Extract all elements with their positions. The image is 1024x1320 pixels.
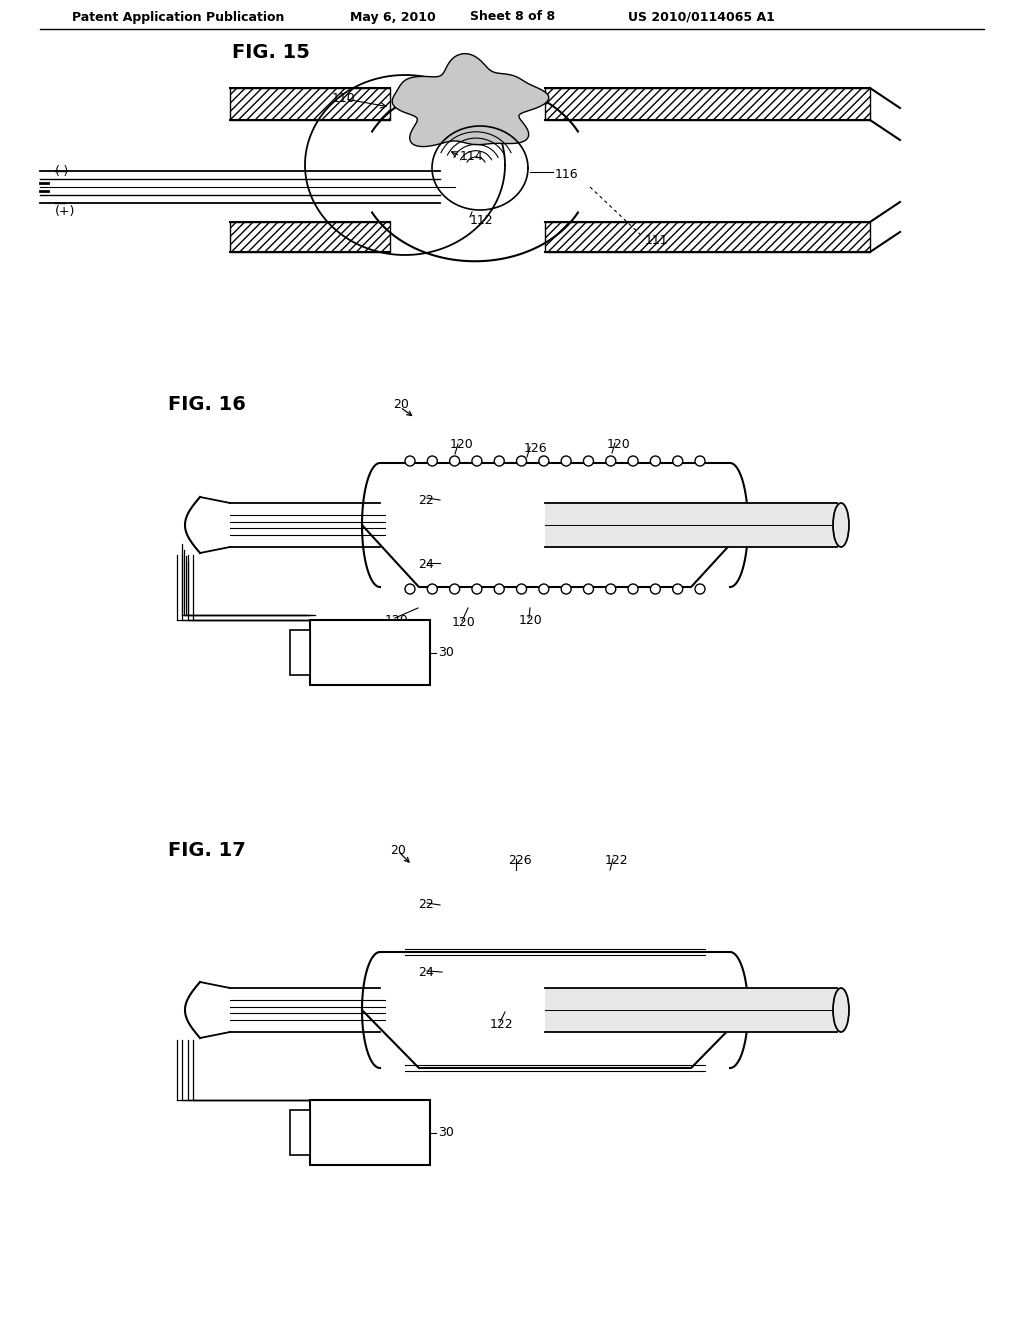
Text: 126: 126 [524,441,548,454]
Text: 226: 226 [508,854,531,866]
Circle shape [673,583,683,594]
Circle shape [539,455,549,466]
Text: 112: 112 [470,214,494,227]
Circle shape [427,455,437,466]
Text: FIG. 15: FIG. 15 [232,42,310,62]
Text: 20: 20 [393,399,409,412]
Bar [290,630,310,675]
Text: 120: 120 [450,438,474,451]
Text: 111: 111 [645,234,669,247]
Text: FIG. 17: FIG. 17 [168,841,246,859]
Circle shape [495,583,504,594]
Circle shape [516,455,526,466]
Circle shape [584,455,594,466]
Circle shape [695,455,705,466]
Text: May 6, 2010: May 6, 2010 [350,11,436,24]
Text: HV PULSE: HV PULSE [336,636,404,649]
Circle shape [450,455,460,466]
Text: 24: 24 [418,557,434,570]
Text: 116: 116 [555,169,579,181]
Circle shape [628,455,638,466]
Text: GENERATOR: GENERATOR [328,1138,413,1151]
Circle shape [450,583,460,594]
Bar [290,1110,310,1155]
Text: Sheet 8 of 8: Sheet 8 of 8 [470,11,555,24]
Ellipse shape [833,503,849,546]
Text: -: - [298,635,302,647]
Bar [230,88,390,120]
Text: 120: 120 [607,437,631,450]
Circle shape [628,583,638,594]
Text: GENERATOR: GENERATOR [328,657,413,671]
Circle shape [406,455,415,466]
Bar [310,620,430,685]
Circle shape [606,455,615,466]
Circle shape [695,583,705,594]
Circle shape [606,583,615,594]
Text: 120: 120 [452,616,476,630]
Bar [230,222,390,252]
Polygon shape [392,54,549,147]
Ellipse shape [833,987,849,1032]
Text: 122: 122 [490,1018,514,1031]
Text: -: - [298,1114,302,1127]
Text: 22: 22 [418,494,434,507]
Circle shape [584,583,594,594]
Bar [310,1100,430,1166]
Text: (+): (+) [55,206,76,219]
Circle shape [561,583,571,594]
Text: FIG. 16: FIG. 16 [168,396,246,414]
Text: (-): (-) [55,165,70,177]
Text: 30: 30 [438,1126,454,1139]
Text: 120: 120 [519,614,543,627]
Text: 114: 114 [460,150,483,164]
Text: 22: 22 [418,899,434,912]
Circle shape [650,583,660,594]
Text: US 2010/0114065 A1: US 2010/0114065 A1 [628,11,775,24]
Text: 24: 24 [418,965,434,978]
Circle shape [650,455,660,466]
Text: 30: 30 [438,645,454,659]
Text: +: + [295,1138,305,1151]
Circle shape [406,583,415,594]
Circle shape [539,583,549,594]
Circle shape [495,455,504,466]
Text: Patent Application Publication: Patent Application Publication [72,11,285,24]
Text: 20: 20 [390,843,406,857]
Bar [545,503,837,546]
Text: 122: 122 [605,854,629,866]
Bar [545,222,870,252]
Circle shape [673,455,683,466]
Circle shape [427,583,437,594]
Bar [545,88,870,120]
Text: 110: 110 [332,91,355,104]
Circle shape [561,455,571,466]
Bar [545,987,837,1032]
Circle shape [472,583,482,594]
Circle shape [516,583,526,594]
Text: HV PULSE: HV PULSE [336,1117,404,1129]
Text: +: + [295,657,305,671]
Circle shape [472,455,482,466]
Text: 120: 120 [385,614,409,627]
